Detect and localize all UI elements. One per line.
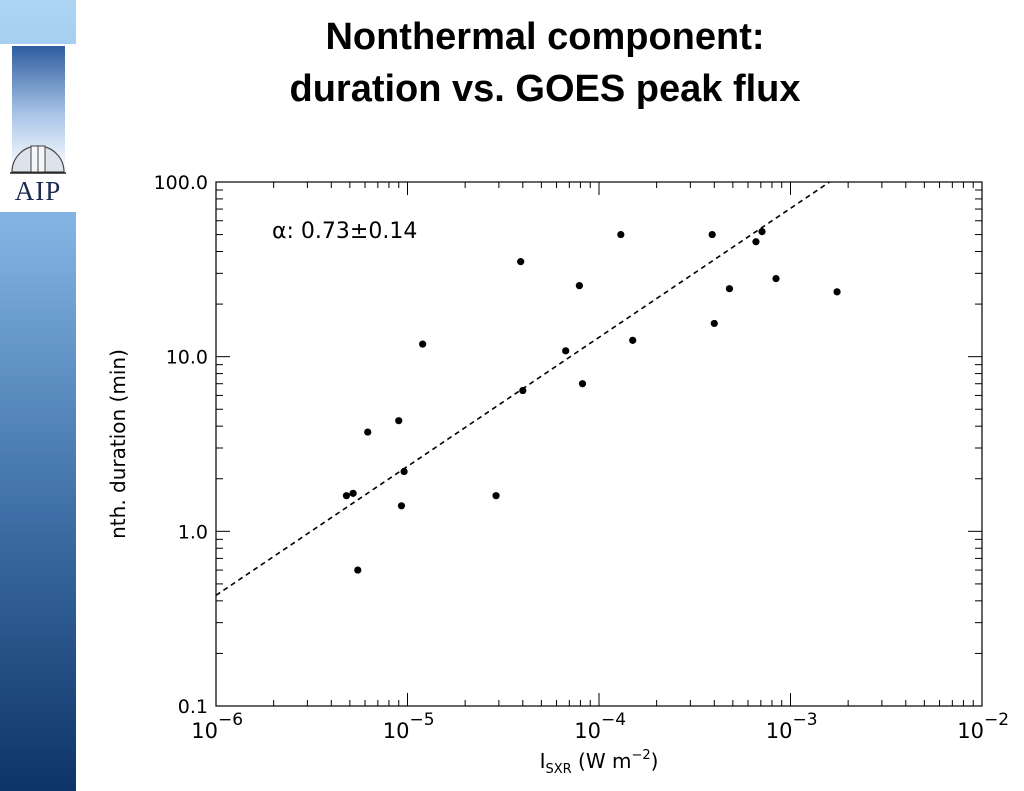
data-point [395,417,403,425]
data-point [575,282,583,290]
data-point [397,502,406,510]
data-point [752,238,760,246]
x-tick-label: 10 [383,719,410,743]
x-tick-label-exponent: −5 [410,710,435,730]
x-tick-label-exponent: −2 [984,710,1009,730]
data-point [708,230,716,239]
x-tick-label-exponent: −6 [218,710,243,730]
data-point [517,258,525,266]
data-point [725,285,734,293]
x-tick-label: 10 [191,719,218,743]
data-point [400,467,408,476]
logo-panel [0,44,76,212]
data-point [710,319,718,328]
observatory-dome-icon [10,46,66,174]
data-point [758,228,766,236]
data-point [492,492,500,500]
data-point [562,347,570,355]
data-point [772,274,780,283]
x-tick-label-exponent: −4 [601,710,626,730]
logo-text: AIP [14,176,62,206]
x-tick-label: 10 [957,719,984,743]
y-tick-label: 10.0 [166,347,208,369]
x-tick-label-exponent: −3 [793,710,818,730]
plot-frame [215,181,983,707]
y-tick-label: 100.0 [154,172,208,194]
title-line-1: Nonthermal component: [325,16,765,58]
title-line-2: duration vs. GOES peak flux [289,68,801,110]
x-tick-label: 10 [574,719,601,743]
data-point [354,566,362,574]
data-point [349,489,357,497]
data-point [419,340,427,348]
y-tick-label: 0.1 [178,696,208,718]
alpha-annotation: α: 0.73±0.14 [272,219,417,244]
data-point [519,386,527,395]
x-tick-label: 10 [766,719,793,743]
y-axis-label: nth. duration (min) [106,349,130,539]
data-point [342,492,351,500]
data-point [364,428,372,436]
data-point [629,336,637,344]
data-point [578,380,587,388]
data-point [833,288,841,296]
y-tick-label: 1.0 [178,521,208,543]
x-axis-label: ISXR (W m−2) [540,748,659,777]
data-point [617,230,625,239]
